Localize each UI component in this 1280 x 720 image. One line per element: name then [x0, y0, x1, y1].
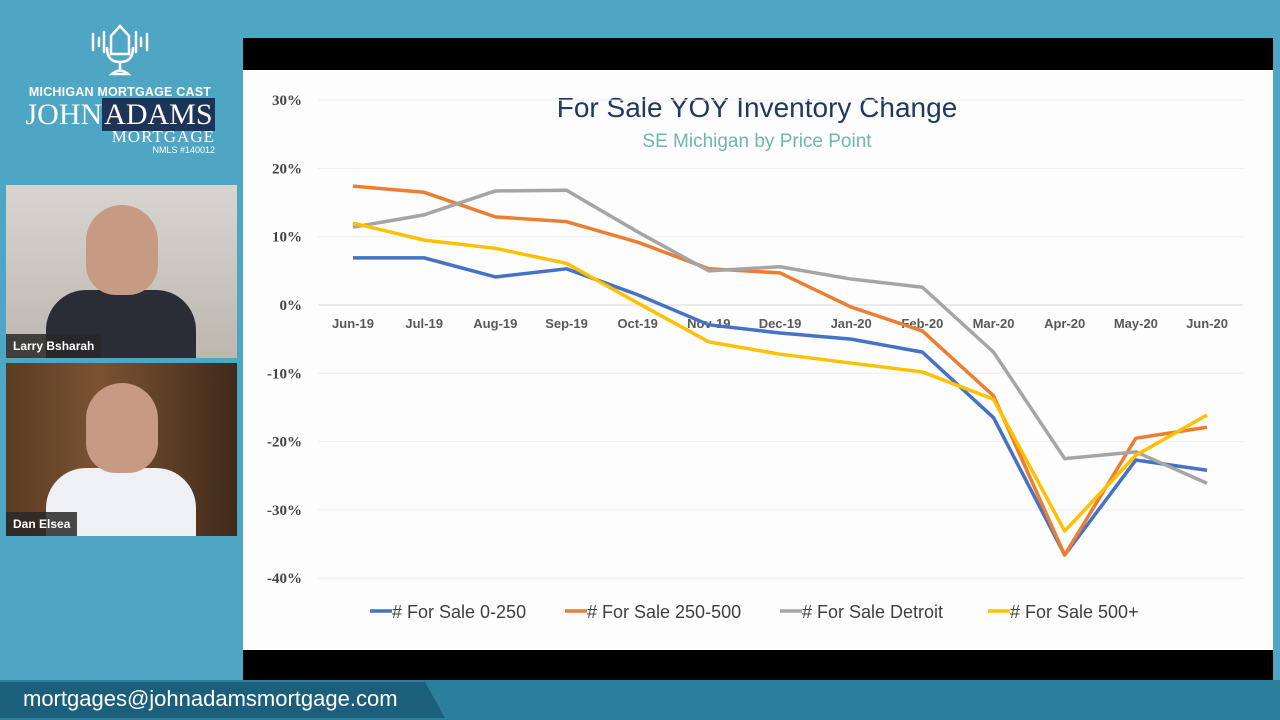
microphone-house-icon — [91, 24, 149, 76]
legend-label: # For Sale 250-500 — [587, 602, 741, 622]
x-tick-label: Apr-20 — [1044, 316, 1085, 331]
brand-logo: MICHIGAN MORTGAGE CAST JOHNADAMS MORTGAG… — [0, 14, 240, 155]
x-tick-label: Oct-19 — [617, 316, 657, 331]
logo-mortgage: MORTGAGE — [111, 127, 215, 146]
participant-name: Dan Elsea — [6, 512, 78, 536]
x-tick-label: Feb-20 — [901, 316, 943, 331]
chart-background — [243, 70, 1273, 650]
x-tick-label: Aug-19 — [473, 316, 517, 331]
legend-label: # For Sale 0-250 — [392, 602, 526, 622]
webcam-feed-2: Dan Elsea — [6, 363, 237, 536]
chart-title: For Sale YOY Inventory Change — [557, 92, 958, 123]
x-tick-label: Jan-20 — [831, 316, 872, 331]
x-tick-label: Dec-19 — [759, 316, 802, 331]
x-tick-label: Jul-19 — [405, 316, 443, 331]
y-tick-label: 0% — [280, 298, 303, 314]
podcast-name: MICHIGAN MORTGAGE CAST — [28, 85, 212, 99]
y-tick-label: 10% — [272, 230, 302, 246]
y-tick-label: 30% — [272, 93, 302, 109]
y-tick-label: 20% — [272, 161, 302, 177]
y-tick-label: -20% — [267, 435, 302, 451]
logo-john: JOHN — [25, 98, 103, 131]
x-tick-label: May-20 — [1114, 316, 1158, 331]
email-banner — [0, 682, 445, 718]
chart-subtitle: SE Michigan by Price Point — [642, 131, 872, 152]
person-head — [86, 383, 158, 473]
shared-slide: For Sale YOY Inventory Change SE Michiga… — [243, 38, 1273, 680]
y-tick-label: -40% — [267, 571, 302, 587]
x-tick-label: Jun-19 — [332, 316, 374, 331]
x-tick-label: Sep-19 — [545, 316, 588, 331]
x-tick-label: Mar-20 — [973, 316, 1015, 331]
legend-label: # For Sale 500+ — [1010, 602, 1139, 622]
nmls-number: NMLS #140012 — [152, 145, 215, 155]
line-chart: For Sale YOY Inventory Change SE Michiga… — [243, 70, 1273, 650]
participant-name: Larry Bsharah — [6, 334, 102, 358]
contact-email[interactable]: mortgages@johnadamsmortgage.com — [23, 686, 398, 711]
x-tick-label: Jun-20 — [1186, 316, 1228, 331]
legend-label: # For Sale Detroit — [802, 602, 943, 622]
y-tick-label: -30% — [267, 503, 302, 519]
logo-adams: ADAMS — [102, 98, 215, 131]
person-head — [86, 205, 158, 295]
y-tick-label: -10% — [267, 366, 302, 382]
company-logo: JOHNADAMS — [0, 98, 240, 131]
webcam-feed-1: Larry Bsharah — [6, 185, 237, 358]
